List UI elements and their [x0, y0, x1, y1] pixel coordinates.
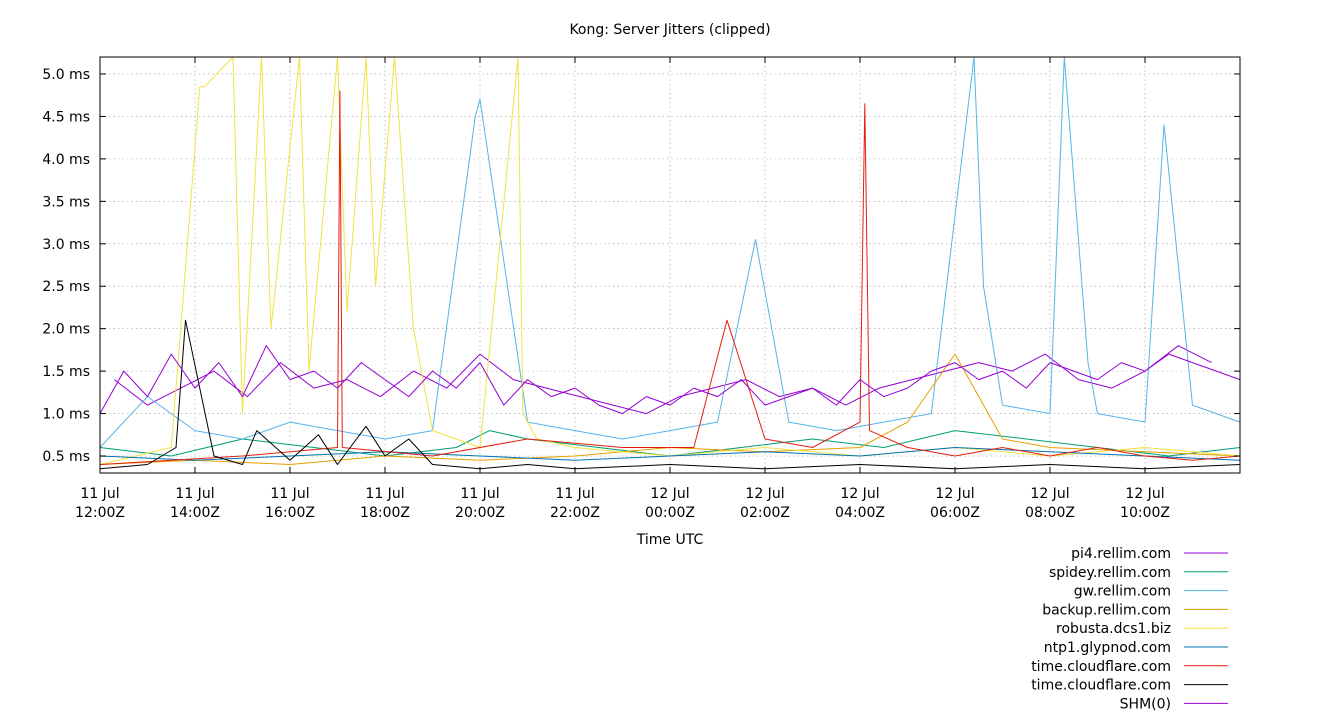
series-line-shm-0 — [99, 345, 1241, 415]
legend-label: robusta.dcs1.biz — [1056, 621, 1171, 637]
x-axis: 11 Jul 12:00Z 11 Jul 14:00Z 11 Jul 16:00Z 11 J… — [75, 57, 1170, 521]
x-tick-label-date: 12 Jul — [935, 486, 974, 502]
legend-label: spidey.rellim.com — [1049, 565, 1171, 581]
x-tick-label-time: 18:00Z — [360, 505, 410, 521]
y-tick-label: 1.0 ms — [42, 407, 90, 423]
x-tick-label-time: 14:00Z — [170, 505, 220, 521]
series-line-time-cloudflare-com — [99, 319, 1241, 470]
series-line-ntp1-glypnod-com — [99, 447, 1241, 461]
y-tick-label: 0.5 ms — [42, 449, 90, 465]
legend-label: time.cloudflare.com — [1031, 659, 1171, 675]
x-tick-label-time: 00:00Z — [645, 505, 695, 521]
x-tick-label-date: 12 Jul — [650, 486, 689, 502]
x-tick-label-time: 06:00Z — [930, 505, 980, 521]
series-line-spidey-rellim-com — [99, 430, 1241, 457]
y-tick-label: 2.0 ms — [42, 322, 90, 338]
legend: pi4.rellim.com spidey.rellim.com gw.rellim… — [1031, 546, 1228, 712]
series-line-pi4-rellim-com — [113, 345, 1212, 415]
x-tick-label-time: 10:00Z — [1120, 505, 1170, 521]
x-tick-label-date: 12 Jul — [745, 486, 784, 502]
x-tick-label-time: 12:00Z — [75, 505, 125, 521]
x-tick-label-date: 11 Jul — [175, 486, 214, 502]
y-tick-label: 3.5 ms — [42, 194, 90, 210]
y-tick-label: 1.5 ms — [42, 364, 90, 380]
legend-label: time.cloudflare.com — [1031, 678, 1171, 694]
legend-label: pi4.rellim.com — [1071, 546, 1171, 562]
y-tick-label: 2.5 ms — [42, 279, 90, 295]
x-tick-label-time: 08:00Z — [1025, 505, 1075, 521]
y-tick-label: 5.0 ms — [42, 67, 90, 83]
x-tick-label-date: 11 Jul — [460, 486, 499, 502]
x-tick-label-date: 11 Jul — [270, 486, 309, 502]
x-tick-label-time: 20:00Z — [455, 505, 505, 521]
x-tick-label-date: 11 Jul — [80, 486, 119, 502]
x-tick-label-date: 12 Jul — [1125, 486, 1164, 502]
series-line-time-cloudflare-com — [99, 90, 1241, 465]
x-tick-label-date: 12 Jul — [1030, 486, 1069, 502]
series-group — [99, 56, 1241, 470]
legend-label: SHM(0) — [1120, 696, 1171, 712]
legend-label: ntp1.glypnod.com — [1044, 640, 1171, 656]
x-tick-label-time: 04:00Z — [835, 505, 885, 521]
legend-label: backup.rellim.com — [1042, 602, 1171, 618]
chart-title: Kong: Server Jitters (clipped) — [569, 22, 770, 38]
legend-label: gw.rellim.com — [1074, 584, 1171, 600]
x-tick-label-date: 12 Jul — [840, 486, 879, 502]
x-axis-label: Time UTC — [636, 532, 704, 548]
y-tick-label: 3.0 ms — [42, 237, 90, 253]
y-axis: 0.5 ms 1.0 ms 1.5 ms 2.0 ms 2.5 ms 3.0 ms 3.5 … — [42, 67, 1240, 465]
y-tick-label: 4.0 ms — [42, 152, 90, 168]
x-tick-label-time: 16:00Z — [265, 505, 315, 521]
x-tick-label-date: 11 Jul — [365, 486, 404, 502]
y-tick-label: 4.5 ms — [42, 109, 90, 125]
x-tick-label-time: 02:00Z — [740, 505, 790, 521]
x-tick-label-time: 22:00Z — [550, 505, 600, 521]
x-tick-label-date: 11 Jul — [555, 486, 594, 502]
